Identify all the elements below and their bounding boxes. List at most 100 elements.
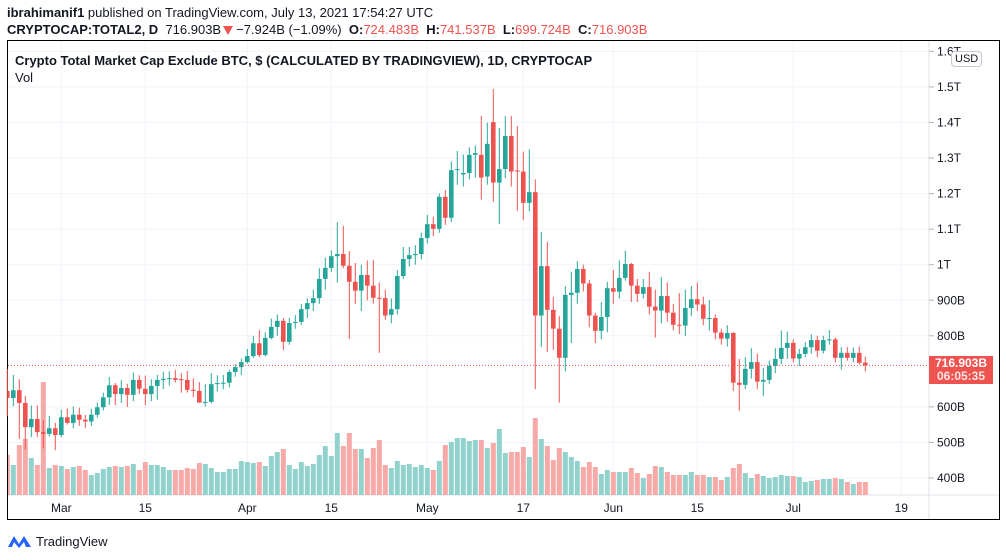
volume-bar xyxy=(298,462,304,495)
volume-bar xyxy=(22,439,28,495)
candle-body xyxy=(257,343,262,355)
candle-body xyxy=(395,276,400,310)
volume-bar xyxy=(562,452,568,495)
volume-bar xyxy=(166,470,172,495)
candle xyxy=(803,342,808,358)
volume-bar xyxy=(526,457,532,495)
volume-bar xyxy=(574,461,580,495)
candle xyxy=(329,250,334,272)
volume-bar xyxy=(160,467,166,495)
candle xyxy=(791,339,796,363)
price-tick-label: 1T xyxy=(937,258,952,272)
price-axis[interactable]: 400B 500B 600B 800B 900B 1T 1.1T 1.2T 1.3T 1.4T 1.… xyxy=(929,44,965,485)
candle xyxy=(401,246,406,279)
volume-bar xyxy=(82,470,88,495)
candle xyxy=(587,279,592,328)
candle-body xyxy=(815,340,820,351)
volume-bar xyxy=(388,468,394,495)
candle xyxy=(17,379,22,439)
candle xyxy=(821,335,826,354)
volume-bar xyxy=(256,462,262,495)
candle-body xyxy=(227,372,232,383)
candle xyxy=(419,232,424,260)
volume-bar xyxy=(262,466,268,495)
volume-bar xyxy=(424,468,430,495)
volume-bar xyxy=(856,482,862,495)
candle xyxy=(227,369,232,388)
candle-body xyxy=(575,268,580,293)
volume-bar xyxy=(796,477,802,495)
candle-body xyxy=(725,332,730,339)
price-tick-label: 500B xyxy=(937,435,965,449)
volume-bar xyxy=(712,477,718,495)
candle xyxy=(545,241,550,352)
candle xyxy=(209,373,214,404)
candle-body xyxy=(221,382,226,384)
candle xyxy=(761,367,766,397)
candle xyxy=(581,264,586,292)
footer-brand[interactable]: TradingView xyxy=(7,533,108,549)
candle xyxy=(461,154,466,187)
candle-body xyxy=(581,268,586,284)
volume-bar xyxy=(466,441,472,495)
volume-bar xyxy=(478,440,484,495)
candle xyxy=(323,257,328,290)
volume-bar xyxy=(52,465,58,495)
candle-body xyxy=(125,388,130,395)
candle xyxy=(185,370,190,393)
candle xyxy=(35,405,40,438)
currency-button[interactable]: USD xyxy=(951,51,983,67)
candle xyxy=(449,161,454,223)
candle xyxy=(641,278,646,299)
candle xyxy=(815,335,820,358)
candle xyxy=(521,151,526,221)
candle xyxy=(503,116,508,179)
volume-bar xyxy=(232,469,238,495)
candle xyxy=(683,289,688,336)
volume-bar xyxy=(364,458,370,495)
candle xyxy=(359,264,364,311)
volume-bar xyxy=(244,462,250,495)
candle xyxy=(653,289,658,338)
candle xyxy=(107,377,112,405)
volume-bar xyxy=(520,447,526,495)
price-tick-label: 600B xyxy=(937,400,965,414)
volume-bar xyxy=(382,465,388,495)
volume-bar xyxy=(106,467,112,495)
candle xyxy=(539,231,544,347)
volume-bar xyxy=(328,456,334,495)
volume-bar xyxy=(826,479,832,495)
volume-bar xyxy=(436,461,442,495)
candle xyxy=(413,245,418,265)
author-name[interactable]: ibrahimanif1 xyxy=(7,5,85,20)
candle xyxy=(275,314,280,336)
candle xyxy=(623,250,628,281)
price-tick-label: 1.5T xyxy=(937,80,962,94)
candle xyxy=(509,116,514,187)
candle-body xyxy=(191,389,196,391)
candle xyxy=(47,415,52,437)
candle-body xyxy=(389,309,394,315)
time-axis[interactable]: Mar 15 Apr 15 May 17 Jun 15 Jul 19 xyxy=(51,501,908,515)
volume-bar xyxy=(514,452,520,495)
candle xyxy=(83,414,88,429)
volume-bar xyxy=(730,468,736,495)
candle xyxy=(857,346,862,365)
candle xyxy=(287,318,292,345)
candle xyxy=(113,383,118,406)
candle xyxy=(725,325,730,347)
candle-body xyxy=(587,283,592,316)
volume-bar xyxy=(88,475,94,495)
candle xyxy=(497,127,502,225)
volume-bar xyxy=(184,468,190,495)
brand-name: TradingView xyxy=(36,533,108,549)
candle xyxy=(293,315,298,329)
candle xyxy=(719,328,724,345)
volume-bar xyxy=(586,462,592,495)
candle-body xyxy=(695,299,700,305)
candle xyxy=(335,222,340,283)
candle-body xyxy=(287,323,292,342)
candle-body xyxy=(413,254,418,256)
volume-bar xyxy=(670,475,676,495)
